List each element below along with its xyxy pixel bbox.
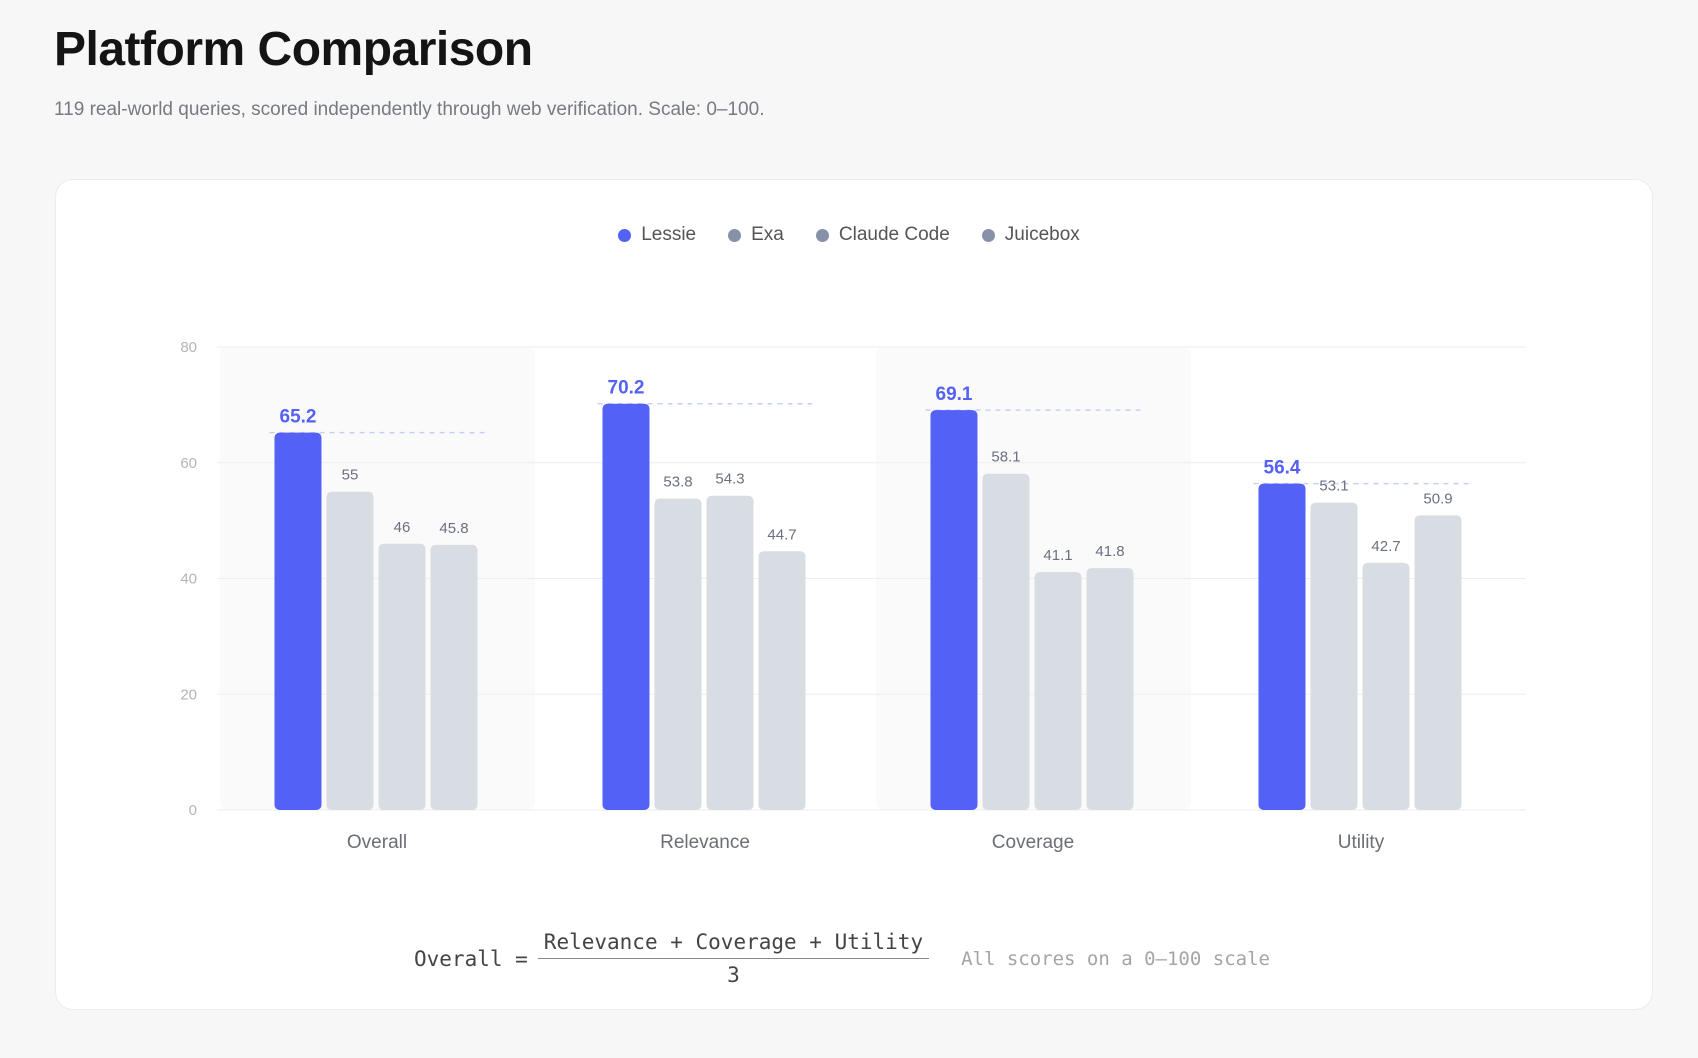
y-tick-label: 40	[180, 571, 197, 588]
bar-value-label: 65.2	[280, 407, 317, 428]
bar-exa[interactable]	[982, 473, 1030, 810]
overall-formula: Overall = Relevance + Coverage + Utility…	[414, 930, 1270, 987]
bar-value-label: 50.9	[1423, 490, 1452, 507]
bar-lessie[interactable]	[1258, 483, 1306, 810]
formula-note: All scores on a 0–100 scale	[961, 947, 1270, 970]
bar-value-label: 42.7	[1371, 538, 1400, 555]
page-subtitle: 119 real-world queries, scored independe…	[54, 99, 765, 120]
y-tick-label: 80	[180, 339, 197, 356]
x-category-label: Utility	[1338, 832, 1385, 853]
bar-value-label: 46	[394, 519, 411, 536]
legend-label: Claude Code	[838, 224, 950, 245]
legend-label: Exa	[751, 224, 784, 245]
bar-claude-code[interactable]	[1362, 562, 1410, 810]
legend-item-lessie[interactable]: Lessie	[618, 224, 696, 246]
y-tick-label: 0	[189, 802, 197, 819]
bar-claude-code[interactable]	[706, 495, 754, 810]
bar-lessie[interactable]	[602, 403, 650, 810]
bar-value-label: 53.1	[1319, 478, 1348, 495]
bar-lessie[interactable]	[930, 410, 978, 810]
bar-juicebox[interactable]	[1086, 568, 1134, 810]
bar-value-label: 45.8	[439, 520, 468, 537]
formula-lhs: Overall =	[414, 946, 528, 971]
legend-dot-icon	[981, 228, 995, 242]
y-tick-label: 20	[180, 686, 197, 703]
formula-fraction: Relevance + Coverage + Utility 3	[537, 930, 930, 987]
formula-denominator: 3	[727, 963, 740, 987]
bar-juicebox[interactable]	[1414, 515, 1462, 810]
bar-value-label: 69.1	[936, 384, 973, 405]
bar-exa[interactable]	[654, 498, 702, 810]
legend-item-juicebox[interactable]: Juicebox	[981, 224, 1080, 246]
legend-dot-icon	[728, 228, 742, 242]
bar-juicebox[interactable]	[758, 551, 806, 810]
legend-item-claude-code[interactable]: Claude Code	[815, 224, 950, 246]
legend-dot-icon	[618, 228, 632, 242]
bar-value-label: 58.1	[991, 449, 1020, 466]
legend-label: Juicebox	[1004, 224, 1080, 245]
bar-lessie[interactable]	[274, 432, 322, 810]
bar-value-label: 55	[342, 467, 359, 484]
x-category-label: Relevance	[660, 832, 750, 853]
bar-value-label: 56.4	[1264, 458, 1301, 479]
bar-value-label: 44.7	[767, 526, 796, 543]
bar-exa[interactable]	[1310, 502, 1358, 810]
bar-juicebox[interactable]	[430, 544, 478, 810]
page-title: Platform Comparison	[54, 23, 533, 76]
chart-legend: Lessie Exa Claude Code Juicebox	[0, 224, 1698, 246]
legend-dot-icon	[815, 228, 829, 242]
bar-claude-code[interactable]	[378, 543, 426, 810]
bar-exa[interactable]	[326, 491, 374, 810]
bar-value-label: 41.8	[1095, 543, 1124, 560]
bar-value-label: 41.1	[1043, 547, 1072, 564]
legend-item-exa[interactable]: Exa	[728, 224, 784, 246]
bar-value-label: 53.8	[663, 474, 692, 491]
bar-value-label: 54.3	[715, 471, 744, 488]
x-category-label: Overall	[347, 832, 407, 853]
bar-value-label: 70.2	[608, 378, 645, 399]
legend-label: Lessie	[641, 224, 697, 245]
y-tick-label: 60	[180, 455, 197, 472]
formula-numerator: Relevance + Coverage + Utility	[537, 930, 930, 959]
bar-claude-code[interactable]	[1034, 572, 1082, 810]
x-category-label: Coverage	[992, 832, 1074, 853]
